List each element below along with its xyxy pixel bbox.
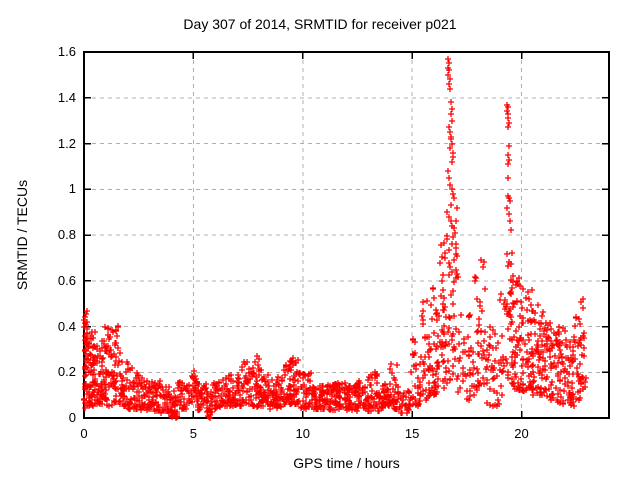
y-tick-label-1.6: 1.6 bbox=[57, 44, 76, 59]
x-tick-label-10: 10 bbox=[295, 426, 310, 441]
chart-title: Day 307 of 2014, SRMTID for receiver p02… bbox=[183, 16, 457, 32]
y-tick-label-1: 1 bbox=[68, 181, 76, 197]
y-tick-label-1.4: 1.4 bbox=[57, 89, 76, 105]
x-tick-label-0: 0 bbox=[80, 426, 88, 441]
y-tick-label-0.4: 0.4 bbox=[57, 318, 76, 334]
y-tick-label-0.6: 0.6 bbox=[57, 272, 76, 288]
y-tick-label-0.2: 0.2 bbox=[57, 364, 76, 380]
y-tick-label-0.8: 0.8 bbox=[57, 227, 76, 242]
x-tick-label-5: 5 bbox=[189, 426, 197, 441]
x-axis-label: GPS time / hours bbox=[293, 455, 400, 471]
y-tick-label-1.2: 1.2 bbox=[57, 135, 76, 151]
x-tick-label-15: 15 bbox=[404, 426, 420, 441]
plot-border bbox=[83, 51, 610, 419]
x-tick-label-20: 20 bbox=[514, 426, 529, 441]
y-tick-label-0: 0 bbox=[68, 410, 76, 425]
scatter-points bbox=[81, 56, 589, 421]
